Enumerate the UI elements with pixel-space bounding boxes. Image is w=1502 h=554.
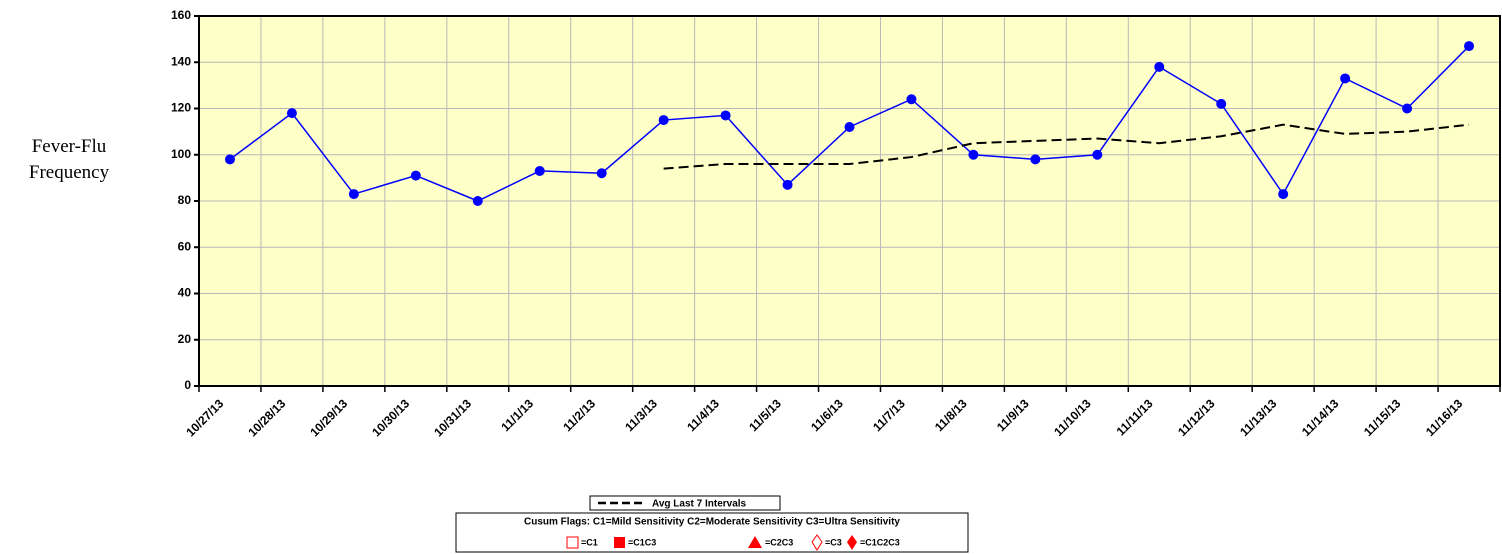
y-tick-label: 40 <box>178 286 192 300</box>
point <box>596 168 607 179</box>
x-tick-label: 11/13/13 <box>1237 396 1280 439</box>
cusum-item: =C1 <box>581 537 598 547</box>
x-tick-label: 11/2/13 <box>560 396 598 434</box>
x-tick-label: 11/11/13 <box>1114 396 1156 438</box>
cusum-icon <box>566 536 579 549</box>
plot-border <box>198 15 1501 387</box>
point <box>1030 154 1041 165</box>
x-tick-label: 11/5/13 <box>746 396 784 434</box>
point <box>1092 149 1103 160</box>
x-tick-label: 11/7/13 <box>870 396 908 434</box>
y-tick-label: 120 <box>171 101 191 115</box>
legend-box <box>589 495 781 511</box>
cusum-legend-title: Cusum Flags: C1=Mild Sensitivity C2=Mode… <box>524 517 900 528</box>
point <box>658 115 669 126</box>
cusum-item: =C1C3 <box>628 537 656 547</box>
point <box>1402 103 1413 114</box>
cusum-icon <box>748 536 762 548</box>
x-tick-label: 11/14/13 <box>1299 396 1342 439</box>
x-tick-label: 11/9/13 <box>994 396 1032 434</box>
x-tick-label: 11/12/13 <box>1175 396 1218 439</box>
point <box>1340 73 1351 84</box>
point <box>1154 61 1165 72</box>
y-tick-label: 140 <box>171 54 191 68</box>
point <box>1216 98 1227 109</box>
y-tick-label: 20 <box>178 332 192 346</box>
x-tick-label: 11/4/13 <box>684 396 722 434</box>
x-tick-label: 10/31/13 <box>431 396 474 439</box>
cusum-legend-box <box>455 512 969 553</box>
y-tick-label: 80 <box>178 193 192 207</box>
x-tick-label: 10/30/13 <box>369 396 412 439</box>
x-tick-label: 11/3/13 <box>622 396 660 434</box>
y-tick-label: 0 <box>184 378 191 392</box>
y-axis-label: Fever-Flu Frequency <box>28 136 110 183</box>
x-tick-label: 11/16/13 <box>1423 396 1466 439</box>
series-line <box>663 123 1470 170</box>
point <box>348 189 359 200</box>
x-tick-label: 10/29/13 <box>307 396 350 439</box>
x-tick-label: 11/15/13 <box>1361 396 1404 439</box>
point <box>1464 41 1475 52</box>
point <box>1278 189 1289 200</box>
cusum-item: =C2C3 <box>765 537 793 547</box>
x-tick-label: 10/28/13 <box>245 396 288 439</box>
point <box>782 179 793 190</box>
y-tick-label: 60 <box>178 239 192 253</box>
y-tick-label: 160 <box>171 8 191 22</box>
x-tick-label: 11/10/13 <box>1051 396 1094 439</box>
cusum-item: =C1C2C3 <box>860 537 900 547</box>
cusum-icon <box>811 534 823 551</box>
point <box>410 170 421 181</box>
point <box>534 165 545 176</box>
cusum-item: =C3 <box>825 537 842 547</box>
x-tick-label: 11/1/13 <box>498 396 536 434</box>
y-tick-label: 100 <box>171 147 191 161</box>
cusum-icon <box>614 537 625 548</box>
point <box>906 94 917 105</box>
x-tick-label: 10/27/13 <box>183 396 226 439</box>
point <box>224 154 235 165</box>
point <box>968 149 979 160</box>
x-tick-label: 11/8/13 <box>932 396 970 434</box>
x-tick-label: 11/6/13 <box>808 396 846 434</box>
point <box>472 196 483 206</box>
point <box>720 110 731 121</box>
legend-label: Avg Last 7 Intervals <box>652 499 747 510</box>
point <box>844 122 855 132</box>
point <box>286 108 297 119</box>
cusum-icon <box>847 535 857 550</box>
